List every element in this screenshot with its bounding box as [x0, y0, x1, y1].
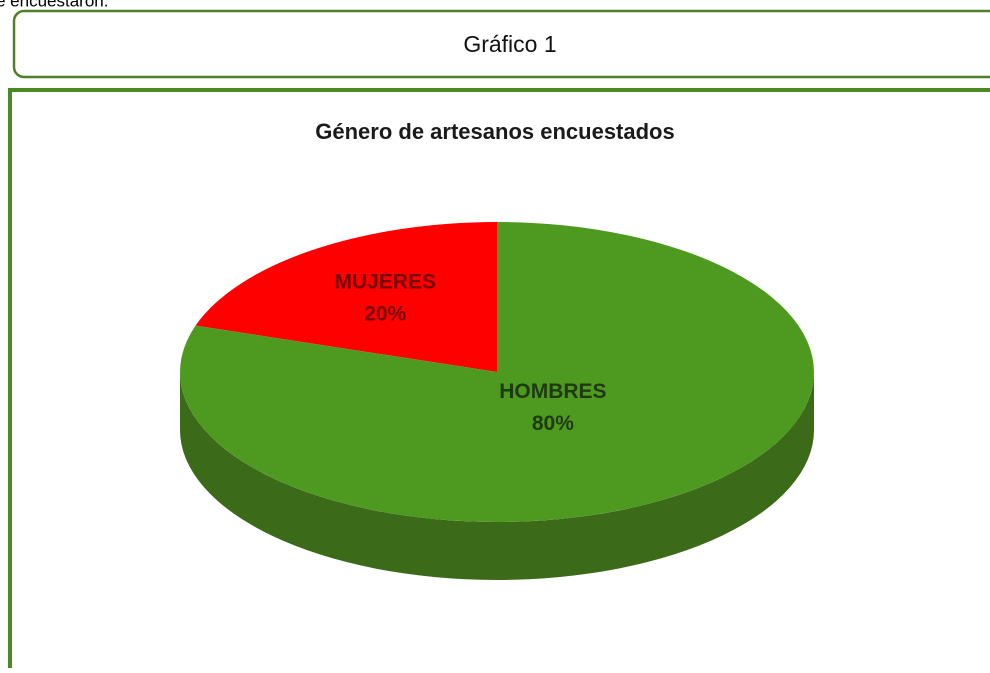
slice-category-label: MUJERES — [334, 271, 436, 294]
pie-side — [180, 372, 814, 580]
figure-label: Gráfico 1 — [463, 31, 556, 57]
chart-title: Género de artesanos encuestados — [315, 119, 674, 144]
slice-value-label: 20% — [364, 303, 406, 326]
slice-category-label: HOMBRES — [499, 380, 606, 403]
slice-value-label: 80% — [532, 412, 574, 435]
pie-slice — [180, 222, 815, 522]
pie-slice — [195, 222, 498, 372]
caption-text: e encuestaron. — [0, 0, 108, 10]
figure-label-box — [12, 9, 990, 79]
pie: MUJERES 20% HOMBRES 80% — [180, 222, 815, 580]
